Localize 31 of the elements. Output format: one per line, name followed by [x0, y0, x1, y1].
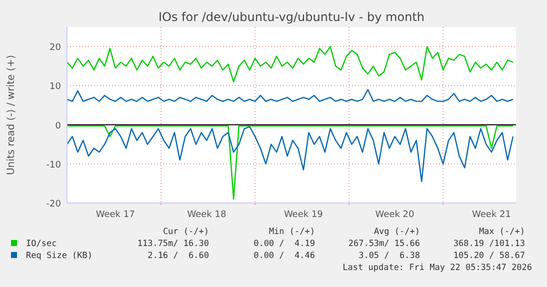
y-tick-label: 20: [50, 43, 62, 54]
line-series: [66, 126, 514, 182]
x-tick-label: Week 19: [284, 210, 324, 220]
x-tick-label: Week 20: [375, 210, 415, 220]
legend-label: Req Size (KB): [26, 251, 93, 261]
y-tick-label: -10: [46, 160, 62, 170]
text: 368.19 /101.13: [453, 239, 525, 249]
text: 0.00 / 4.19: [254, 239, 315, 249]
y-tick-label: -20: [46, 200, 62, 210]
text: 267.53m/ 15.66: [348, 239, 420, 249]
text: Avg (-/+): [374, 227, 420, 237]
text: Last update: Fri May 22 05:35:47 2026: [342, 263, 532, 273]
text: Max (-/+): [478, 227, 525, 237]
chart-title: IOs for /dev/ubuntu-vg/ubuntu-lv - by month: [158, 10, 425, 24]
y-axis-title: Units read (-) / write (+): [6, 54, 17, 176]
text: 3.05 / 6.38: [358, 251, 420, 261]
text: 113.75m/ 16.30: [137, 239, 209, 249]
line-series: [66, 125, 514, 200]
line-series: [66, 46, 514, 82]
y-tick-label: 0: [55, 121, 62, 132]
legend-label: IO/sec: [26, 239, 57, 249]
x-tick-label: Week 18: [187, 210, 226, 220]
text: 2.16 / 6.60: [148, 251, 209, 261]
text: 0.00 / 4.46: [254, 251, 315, 261]
y-tick-label: 10: [50, 82, 62, 92]
x-tick-label: Week 21: [472, 210, 511, 220]
text: 105.20 / 58.67: [453, 251, 525, 261]
text: Min (-/+): [268, 227, 315, 237]
line-series: [66, 88, 514, 102]
text: Cur (-/+): [162, 227, 209, 237]
x-tick-label: Week 17: [96, 210, 135, 220]
